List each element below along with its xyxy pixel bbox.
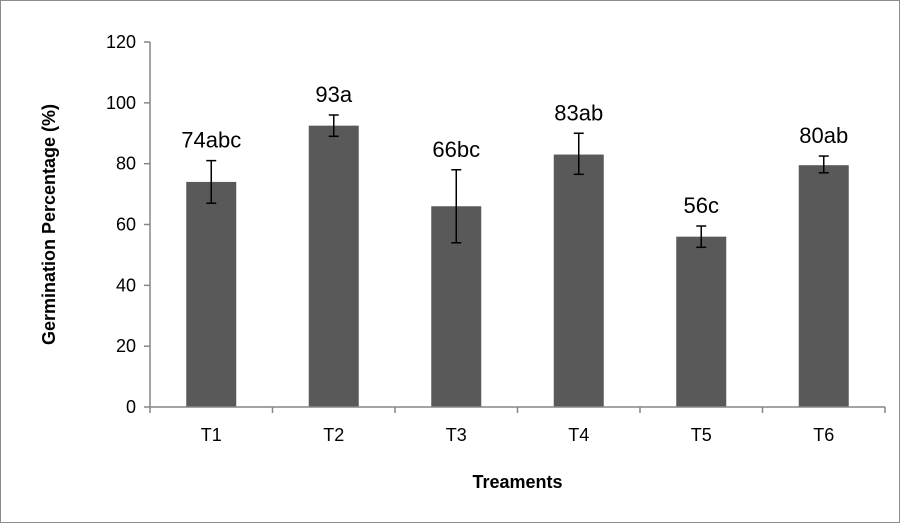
bar-t5 bbox=[676, 236, 727, 407]
bar-t6 bbox=[798, 165, 849, 407]
x-tick-label: T4 bbox=[568, 425, 589, 445]
y-tick-label: 60 bbox=[116, 215, 136, 235]
data-label: 93a bbox=[315, 82, 352, 107]
bar-t4 bbox=[553, 154, 604, 407]
y-tick-label: 0 bbox=[126, 397, 136, 417]
data-label: 83ab bbox=[554, 100, 603, 125]
y-axis-title: Germination Percentage (%) bbox=[39, 104, 59, 345]
x-tick-label: T1 bbox=[201, 425, 222, 445]
x-tick-label: T3 bbox=[446, 425, 467, 445]
bars-layer bbox=[186, 125, 849, 407]
y-tick-label: 20 bbox=[116, 336, 136, 356]
axes-layer bbox=[149, 42, 885, 408]
x-tick-label: T6 bbox=[813, 425, 834, 445]
data-label: 74abc bbox=[181, 128, 241, 153]
x-ticks-layer: T1 T2 T3 T4 T5 T6 bbox=[149, 407, 886, 445]
x-tick-label: T2 bbox=[323, 425, 344, 445]
x-tick-label: T5 bbox=[691, 425, 712, 445]
y-ticks-layer: 0 20 40 60 80 100 120 bbox=[106, 32, 150, 417]
x-axis-title: Treaments bbox=[472, 472, 562, 492]
data-label: 80ab bbox=[799, 123, 848, 148]
y-tick-label: 120 bbox=[106, 32, 136, 52]
bar-t2 bbox=[308, 125, 359, 407]
data-label: 56c bbox=[684, 193, 719, 218]
y-tick-label: 100 bbox=[106, 93, 136, 113]
error-bars-layer bbox=[206, 114, 829, 249]
data-labels-layer: 74abc 93a 66bc 83ab 56c 80ab bbox=[181, 82, 848, 218]
y-tick-label: 80 bbox=[116, 154, 136, 174]
y-tick-label: 40 bbox=[116, 275, 136, 295]
data-label: 66bc bbox=[432, 137, 480, 162]
bar-t1 bbox=[186, 181, 237, 407]
